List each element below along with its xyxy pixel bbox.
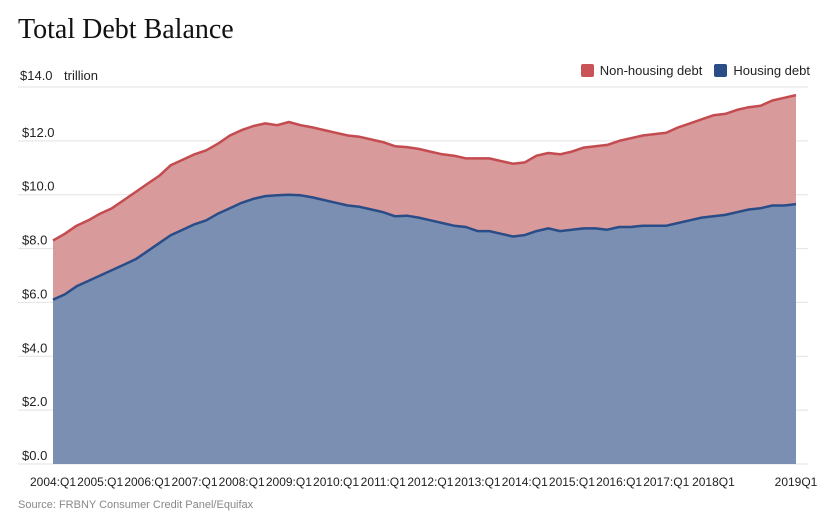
x-tick-label: 2005:Q1 xyxy=(77,475,123,489)
legend-item-housing: Housing debt xyxy=(714,63,810,78)
x-tick-label: 2013:Q1 xyxy=(455,475,501,489)
x-tick-label: 2019Q1 xyxy=(775,475,818,489)
x-tick-label: 2011:Q1 xyxy=(361,475,406,489)
chart-title: Total Debt Balance xyxy=(18,14,234,45)
legend-swatch-housing xyxy=(714,64,728,77)
y-tick-label: $4.0 xyxy=(22,340,47,355)
x-tick-label: 2009:Q1 xyxy=(266,475,312,489)
x-tick-label: 2012:Q1 xyxy=(407,475,453,489)
legend-label-housing: Housing debt xyxy=(733,63,810,78)
y-tick-label: $0.0 xyxy=(22,448,47,463)
x-tick-label: 2014:Q1 xyxy=(502,475,548,489)
series-line-housing xyxy=(52,193,797,301)
x-tick-label: 2015:Q1 xyxy=(549,475,595,489)
y-tick-label: $12.0 xyxy=(22,125,55,140)
y-axis-unit: trillion xyxy=(64,68,98,83)
series-line-non-housing xyxy=(52,93,797,242)
x-tick-label: 2004:Q1 xyxy=(30,475,76,489)
y-axis-top-label: $14.0 xyxy=(20,68,53,83)
legend: Non-housing debt Housing debt xyxy=(569,63,810,78)
x-tick-label: 2010:Q1 xyxy=(313,475,359,489)
y-tick-label: $2.0 xyxy=(22,394,47,409)
series-area-non-housing xyxy=(53,95,796,300)
series-area-housing xyxy=(53,194,796,464)
source-note: Source: FRBNY Consumer Credit Panel/Equi… xyxy=(18,499,254,511)
y-tick-label: $6.0 xyxy=(22,286,47,301)
x-tick-label: 2006:Q1 xyxy=(124,475,170,489)
legend-item-non-housing: Non-housing debt xyxy=(580,63,703,78)
legend-swatch-non-housing xyxy=(580,64,594,77)
y-tick-label: $10.0 xyxy=(22,179,55,194)
x-tick-label: 2018Q1 xyxy=(692,475,735,489)
x-tick-label: 2007:Q1 xyxy=(172,475,218,489)
x-tick-label: 2008:Q1 xyxy=(219,475,265,489)
y-tick-label: $8.0 xyxy=(22,233,47,248)
x-tick-label: 2016:Q1 xyxy=(596,475,642,489)
x-tick-label: 2017:Q1 xyxy=(643,475,689,489)
legend-label-non-housing: Non-housing debt xyxy=(599,63,703,78)
